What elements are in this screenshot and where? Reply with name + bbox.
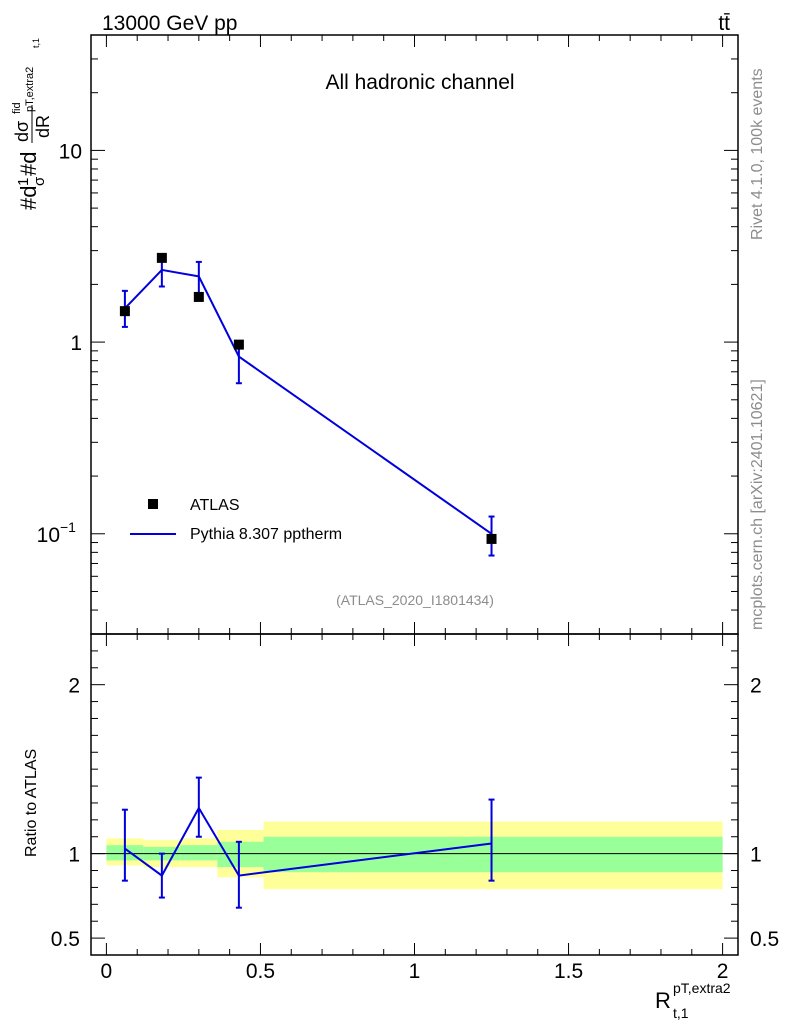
ylabel-part-t1: t,1 xyxy=(31,38,41,48)
atlas-marker xyxy=(486,533,497,544)
energy-label: 13000 GeV pp xyxy=(102,12,237,35)
rivet-label: Rivet 4.1.0, 100k events xyxy=(749,68,766,240)
ylabel-part-d1: #d xyxy=(16,186,41,210)
ratio-y-axis-label: Ratio to ATLAS xyxy=(23,749,40,857)
chart-title: All hadronic channel xyxy=(325,71,514,94)
ylabel-part-dr: dR xyxy=(33,115,53,138)
analysis-id: (ATLAS_2020_I1801434) xyxy=(336,592,494,608)
ratio-y-tick-label: 2 xyxy=(68,675,80,698)
ratio-green-band xyxy=(217,841,264,868)
xlabel-main: R xyxy=(655,988,671,1013)
ratio-frame xyxy=(90,633,739,956)
mcplots-label: mcplots.cern.ch [arXiv:2401.10621] xyxy=(749,379,766,630)
ratio-x-axis-label: R pT,extra2 t,1 xyxy=(655,980,731,1021)
xlabel-sup: pT,extra2 xyxy=(673,980,731,996)
ylabel-part-sigma: σ xyxy=(31,176,48,186)
x-tick-label: 1 xyxy=(409,960,421,983)
y-tick-label: 10 xyxy=(59,140,82,163)
ratio-y-tick-label: 0.5 xyxy=(51,928,80,951)
ratio-green-band xyxy=(263,836,723,873)
x-tick-label: 1.5 xyxy=(554,960,583,983)
y-tick-label: 10 xyxy=(37,524,60,547)
xlabel-sub: t,1 xyxy=(673,1005,689,1021)
ratio-y-tick-label-right: 1 xyxy=(750,844,762,867)
legend-atlas-marker xyxy=(148,499,158,509)
ylabel-part-one: 1 xyxy=(15,178,32,186)
ylabel-part-d2: #d xyxy=(16,152,41,176)
x-tick-label: 0 xyxy=(101,960,113,983)
pythia-line xyxy=(124,268,493,535)
process-label: tt̄ xyxy=(718,12,730,35)
legend-atlas-label: ATLAS xyxy=(190,497,240,514)
atlas-marker xyxy=(233,339,244,350)
atlas-marker xyxy=(119,306,130,317)
legend-pythia-label: Pythia 8.307 pptherm xyxy=(190,526,342,543)
main-frame xyxy=(90,34,739,635)
ylabel-part-fid: fid xyxy=(11,102,23,114)
ratio-y-tick-label-right: 0.5 xyxy=(750,928,779,951)
x-tick-label: 2 xyxy=(717,960,729,983)
ratio-y-tick-label: 1 xyxy=(68,844,80,867)
ylabel-part-dsigma: dσ xyxy=(12,121,32,142)
atlas-marker xyxy=(156,252,167,263)
ratio-green-band xyxy=(180,845,218,861)
atlas-marker xyxy=(193,291,204,302)
y-tick-label-exponent: −1 xyxy=(60,519,76,535)
x-tick-label: 0.5 xyxy=(246,960,275,983)
legend: ATLAS Pythia 8.307 pptherm xyxy=(130,497,342,543)
y-tick-label: 1 xyxy=(70,332,82,355)
main-y-axis-label: #d 1 σ #d dσ fid pT,extra2 t,1 dR xyxy=(11,38,53,210)
ylabel-part-pt: pT,extra2 xyxy=(24,67,36,112)
ratio-y-tick-label-right: 2 xyxy=(750,675,762,698)
